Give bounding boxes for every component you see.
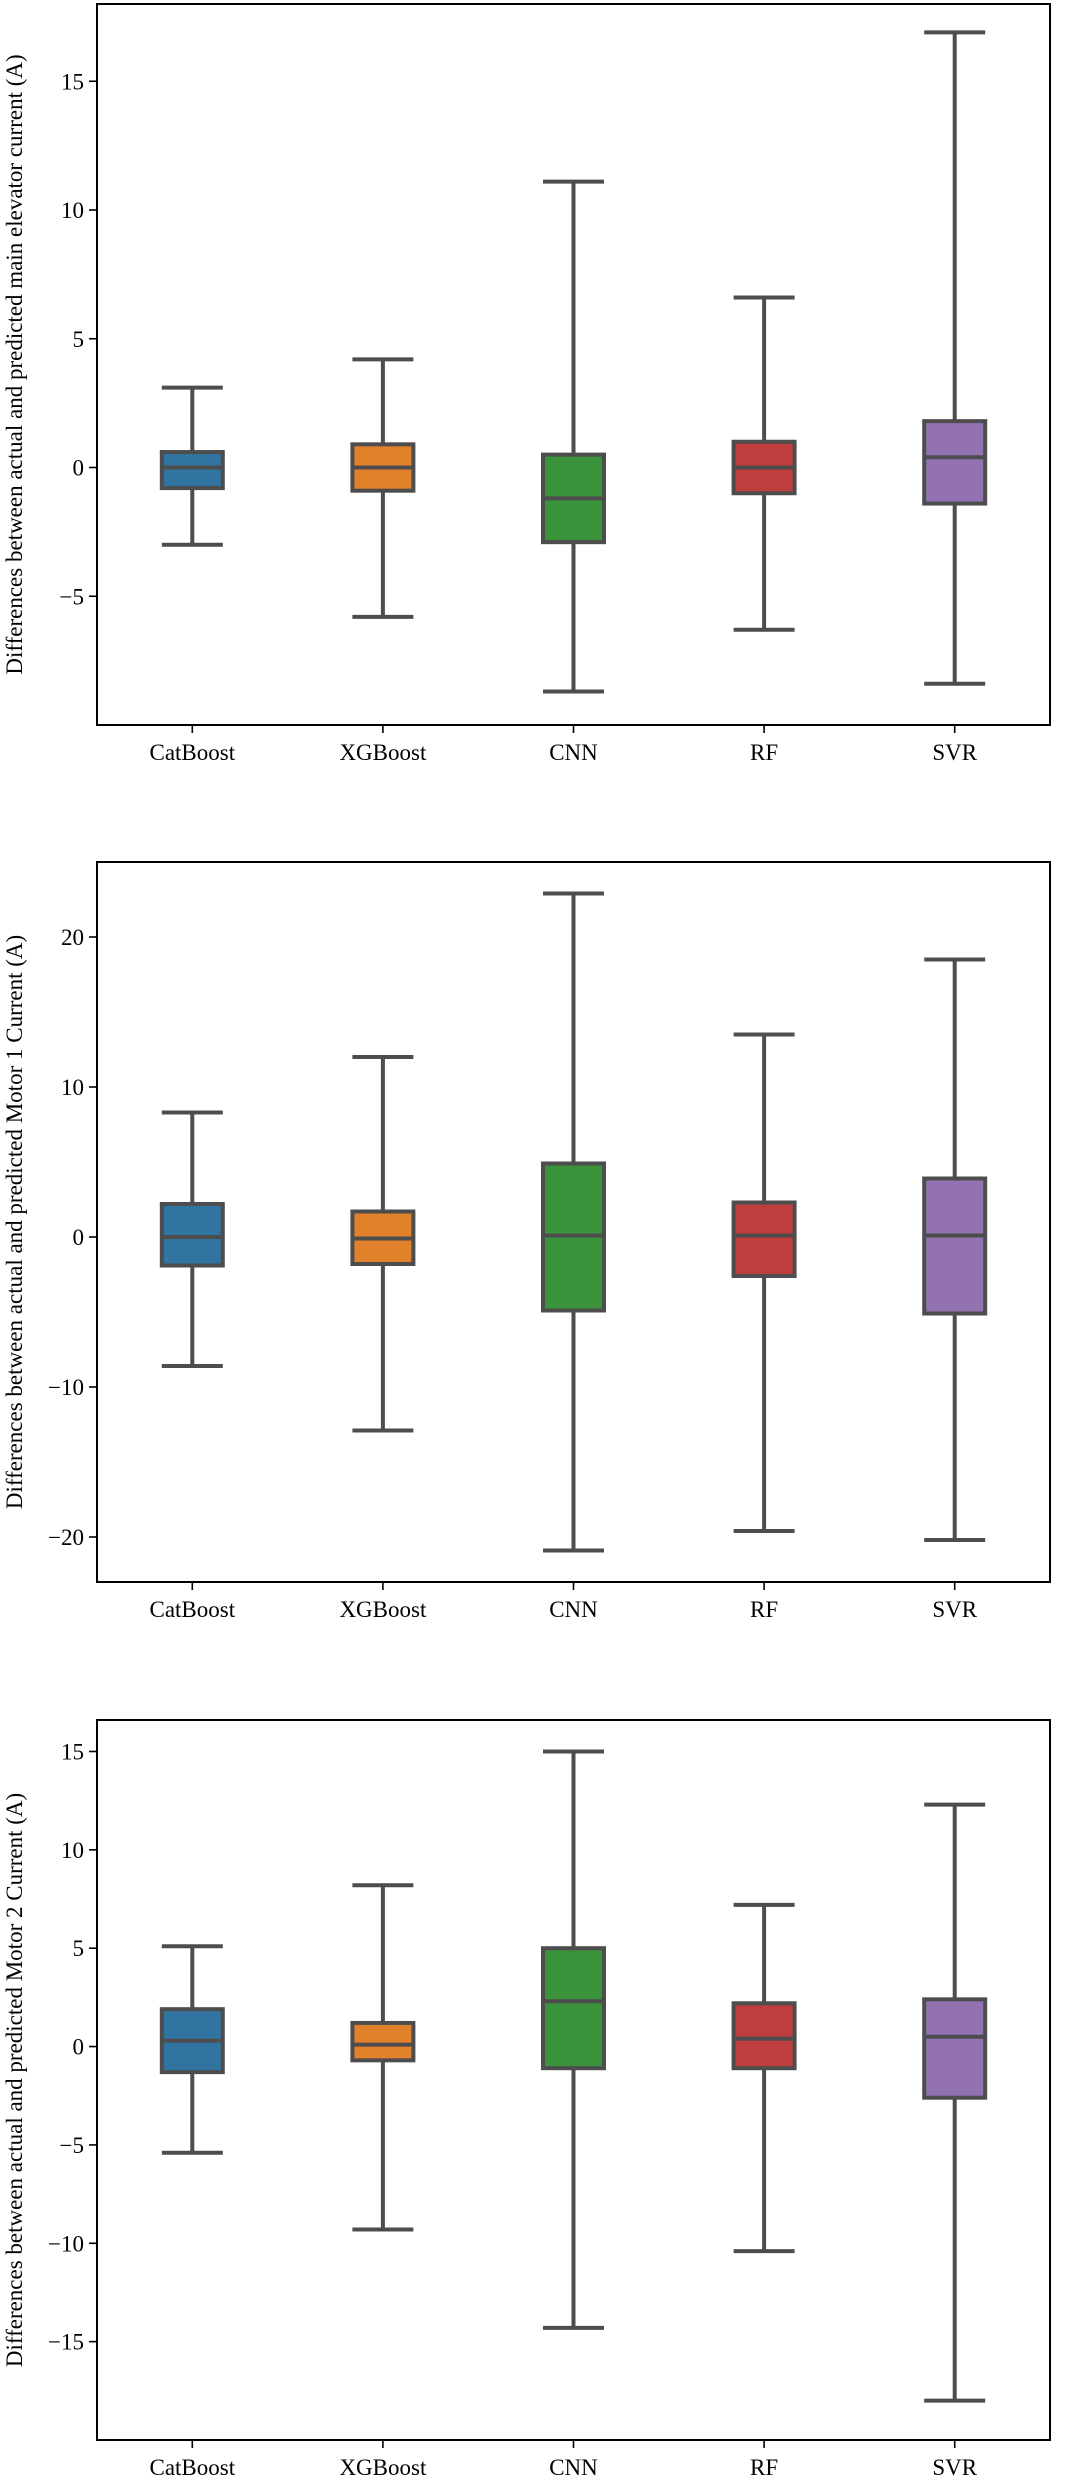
motor-1-catboost-box-group [159, 1110, 225, 1368]
motor-1-rf-iqr-box [731, 1200, 797, 1278]
main-elevator-y-tick-label: 10 [61, 198, 84, 223]
motor-2-y-tick-label: 0 [73, 2035, 85, 2060]
motor-1-current-panel: −20 −10 0 10 20 CatBoost XGBoost CNN RF SVR Differ… [2, 861, 1051, 1622]
main-elevator-y-tick-label: 5 [73, 327, 85, 352]
motor-2-y-tick-label: −15 [48, 2330, 84, 2355]
motor-2-svr-iqr-box [922, 1997, 988, 2100]
motor-1-x-tick-label-cnn: CNN [549, 1597, 598, 1622]
main-elevator-x-tick-label-rf: RF [750, 740, 778, 765]
main-elevator-cnn-box-group [541, 179, 606, 694]
motor-1-xgboost-box-group [350, 1055, 416, 1433]
motor-2-y-tick-label: 10 [61, 1838, 84, 1863]
motor-1-svr-iqr-box [922, 1176, 988, 1316]
motor-1-x-tick-label-svr: SVR [932, 1597, 977, 1622]
motor-2-cnn-box-group [541, 1749, 606, 2330]
main-elevator-y-tick-label: 0 [73, 456, 85, 481]
motor-2-y-tick-label: −5 [60, 2133, 84, 2158]
main-elevator-catboost-box-group [159, 385, 225, 547]
motor-2-y-axis-label: Differences between actual and predicted… [2, 1793, 27, 2367]
motor-2-xgboost-iqr-box [350, 2020, 416, 2063]
main-elevator-svr-iqr-box [922, 419, 988, 506]
motor-1-rf-box-group [731, 1032, 797, 1533]
motor-2-catboost-box-group [159, 1944, 225, 2155]
main-elevator-x-tick-label-cnn: CNN [549, 740, 598, 765]
motor-1-catboost-iqr-box [159, 1202, 225, 1268]
main-elevator-y-tick-label: −5 [60, 584, 84, 609]
main-elevator-x-tick-label-svr: SVR [932, 740, 977, 765]
motor-2-y-tick-label: 15 [61, 1739, 84, 1764]
main-elevator-svr-box-group [922, 30, 988, 686]
motor-1-cnn-box-group [541, 891, 606, 1553]
motor-1-x-tick-label-xgboost: XGBoost [339, 1597, 427, 1622]
main-elevator-rf-box-group [731, 295, 797, 632]
motor-2-current-panel: −15 −10 −5 0 5 10 15 CatBoost XGBoost CNN RF SVR Dif… [2, 1719, 1051, 2480]
main-elevator-x-tick-label-xgboost: XGBoost [339, 740, 427, 765]
motor-2-xgboost-box-group [350, 1883, 416, 2232]
motor-1-y-tick-label: 20 [61, 925, 84, 950]
main-elevator-catboost-iqr-box [159, 450, 225, 491]
motor-2-rf-box-group [731, 1902, 797, 2254]
main-elevator-current-panel: −5 0 5 10 15 CatBoost XGBoost CNN RF SVR Differenc… [2, 3, 1051, 765]
motor-1-y-tick-label: 10 [61, 1075, 84, 1100]
motor-1-y-tick-label: −10 [48, 1375, 84, 1400]
motor-2-y-tick-label: −10 [48, 2231, 84, 2256]
motor-2-x-tick-label-xgboost: XGBoost [339, 2455, 427, 2480]
motor-2-cnn-iqr-box [541, 1946, 606, 2071]
main-elevator-y-tick-label: 15 [61, 69, 84, 94]
main-elevator-x-tick-label-catboost: CatBoost [149, 740, 235, 765]
motor-1-x-tick-label-rf: RF [750, 1597, 778, 1622]
motor-1-x-tick-label-catboost: CatBoost [149, 1597, 235, 1622]
motor-1-svr-box-group [922, 957, 988, 1542]
motor-2-x-tick-label-catboost: CatBoost [149, 2455, 235, 2480]
main-elevator-y-axis-label: Differences between actual and predicted… [2, 54, 27, 674]
motor-2-y-tick-label: 5 [73, 1936, 85, 1961]
motor-2-x-tick-label-svr: SVR [932, 2455, 977, 2480]
motor-2-x-tick-label-cnn: CNN [549, 2455, 598, 2480]
motor-1-y-tick-label: 0 [73, 1225, 85, 1250]
motor-1-y-axis-label: Differences between actual and predicted… [2, 935, 27, 1509]
motor-1-y-tick-label: −20 [48, 1525, 84, 1550]
motor-2-svr-box-group [922, 1802, 988, 2403]
motor-2-rf-iqr-box [731, 2001, 797, 2071]
main-elevator-xgboost-box-group [350, 357, 416, 619]
motor-2-x-tick-label-rf: RF [750, 2455, 778, 2480]
